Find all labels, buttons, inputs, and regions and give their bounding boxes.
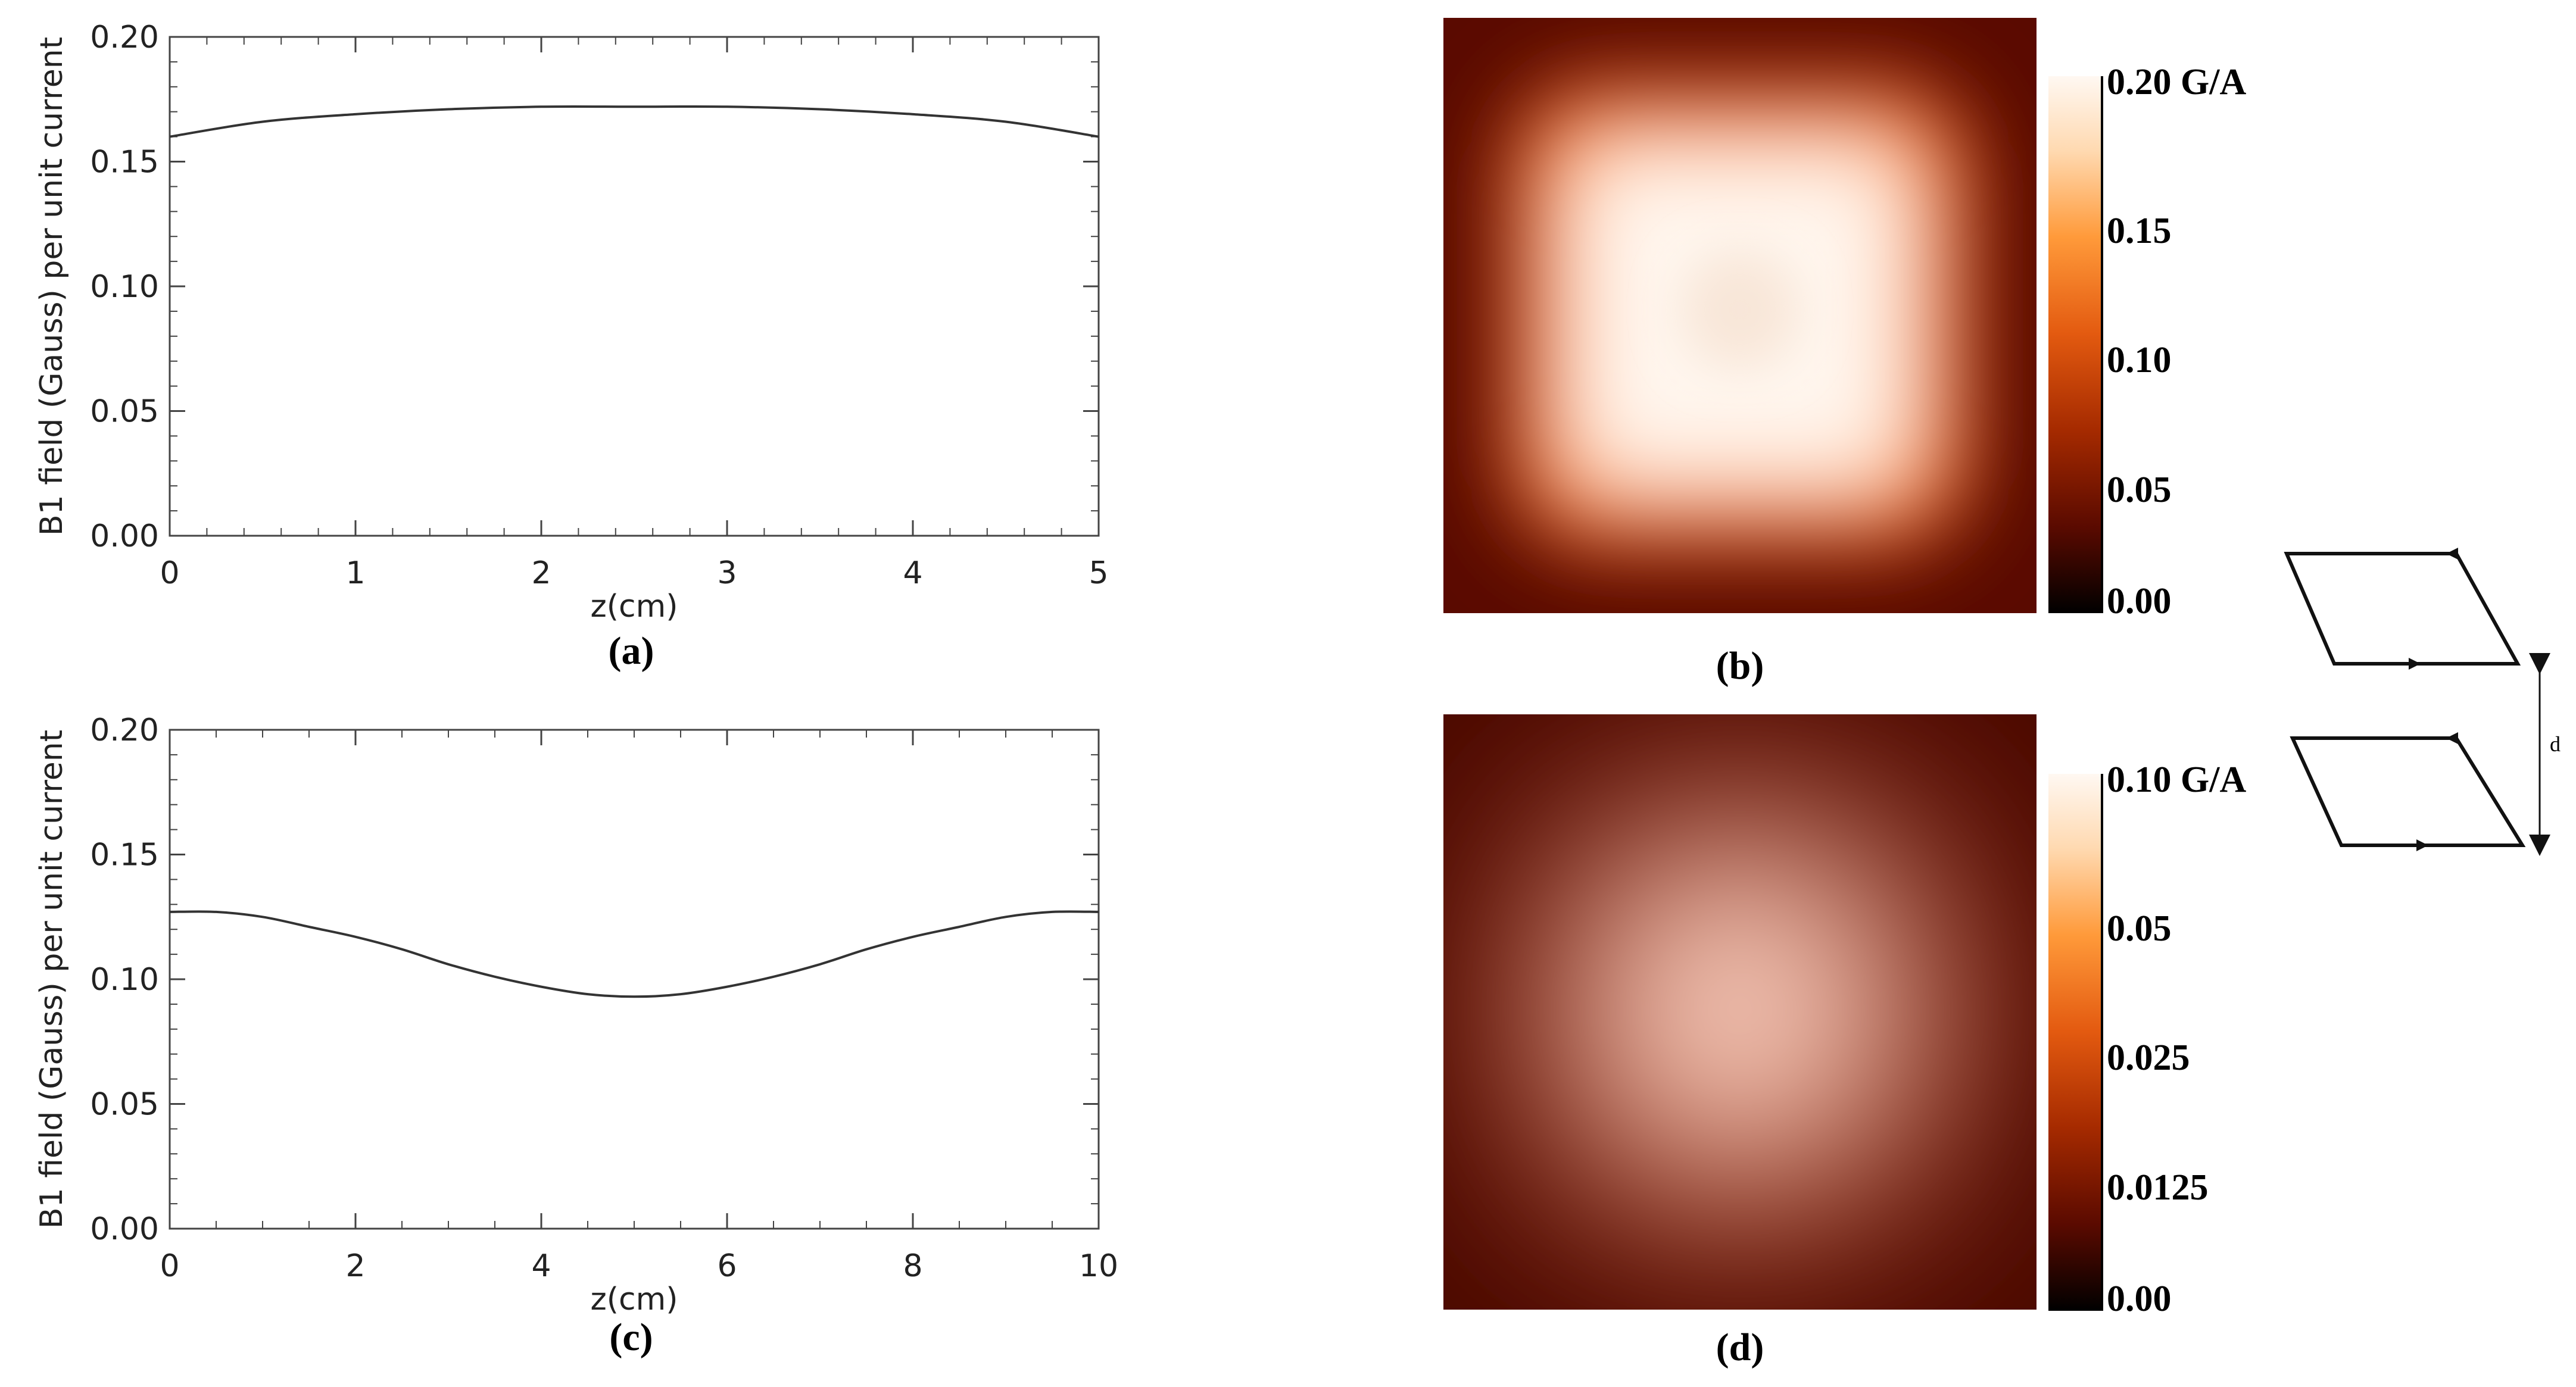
arrow-lower-bottom-icon xyxy=(2416,839,2428,851)
panel-a-line-plot: 0 1 2 3 4 5 0.00 0.05 0.10 0.15 0.20 z(cm) B1 fiel… xyxy=(34,20,1109,673)
y-tick-label: 0.00 xyxy=(90,1211,159,1247)
colorbar-d-tick-1: 0.05 xyxy=(2107,908,2172,949)
heatmap-d-image xyxy=(1443,714,2037,1310)
x-tick-label: 1 xyxy=(345,555,365,591)
panel-d-heatmap: 0.10 G/A 0.05 0.025 0.0125 0.00 (d) xyxy=(1443,714,2246,1369)
colorbar-d-tick-0: 0.10 G/A xyxy=(2107,760,2246,800)
x-tick-label: 3 xyxy=(717,555,737,591)
arrow-upper-top-icon xyxy=(2446,548,2458,560)
x-tick-label: 0 xyxy=(160,555,179,591)
x-tick-label: 4 xyxy=(903,555,922,591)
x-axis-title-a: z(cm) xyxy=(590,589,678,624)
y-tick-label: 0.15 xyxy=(90,145,159,180)
colorbar-b-tick-4: 0.00 xyxy=(2107,581,2172,621)
y-tick-label: 0.05 xyxy=(90,394,159,430)
colorbar-b-tick-0: 0.20 G/A xyxy=(2107,62,2246,102)
tick-marks-a xyxy=(169,36,1100,537)
plot-frame-c xyxy=(169,729,1100,1230)
colorbar-d-tick-2: 0.025 xyxy=(2107,1038,2190,1078)
x-tick-label: 5 xyxy=(1089,555,1108,591)
colorbar-b-tick-3: 0.05 xyxy=(2107,470,2172,510)
lower-coil-loop xyxy=(2290,736,2526,847)
arrow-lower-top-icon xyxy=(2446,732,2458,744)
data-line-c xyxy=(169,910,1099,998)
x-tick-label: 4 xyxy=(531,1248,551,1284)
tick-labels-a: 0 1 2 3 4 5 0.00 0.05 0.10 0.15 0.20 xyxy=(90,20,1108,591)
x-tick-label: 2 xyxy=(345,1248,365,1284)
x-tick-label: 10 xyxy=(1079,1248,1118,1284)
tick-labels-c: 0 2 4 6 8 10 0.00 0.05 0.10 0.15 0.20 xyxy=(90,713,1118,1284)
coil-schematic-diagram: d xyxy=(2284,548,2561,856)
colorbar-d xyxy=(2048,774,2101,1311)
y-tick-label: 0.20 xyxy=(90,713,159,748)
x-tick-label: 2 xyxy=(531,555,551,591)
x-tick-label: 6 xyxy=(717,1248,737,1284)
y-axis-title-a: B1 field (Gauss) per unit current xyxy=(34,37,70,536)
panel-label-a: (a) xyxy=(609,629,654,673)
heatmap-b-image xyxy=(1443,18,2037,613)
plot-frame-a xyxy=(169,36,1100,537)
arrow-upper-bottom-icon xyxy=(2409,658,2421,670)
separation-label: d xyxy=(2550,732,2561,756)
y-tick-label: 0.05 xyxy=(90,1087,159,1123)
colorbar-d-tick-4: 0.00 xyxy=(2107,1279,2172,1319)
colorbar-b xyxy=(2048,76,2101,613)
colorbar-d-tick-3: 0.0125 xyxy=(2107,1167,2209,1208)
tick-marks-c xyxy=(169,729,1100,1230)
x-tick-label: 8 xyxy=(903,1248,922,1284)
data-line-a xyxy=(169,105,1099,138)
panel-label-d: (d) xyxy=(1716,1326,1764,1369)
panel-label-c: (c) xyxy=(609,1316,653,1359)
panel-b-heatmap: 0.20 G/A 0.15 0.10 0.05 0.00 (b) xyxy=(1443,18,2246,688)
y-tick-label: 0.10 xyxy=(90,269,159,305)
y-tick-label: 0.20 xyxy=(90,20,159,55)
y-axis-title-c: B1 field (Gauss) per unit current xyxy=(34,730,70,1229)
colorbar-b-tick-1: 0.15 xyxy=(2107,211,2172,251)
y-tick-label: 0.15 xyxy=(90,838,159,873)
x-tick-label: 0 xyxy=(160,1248,179,1284)
x-axis-title-c: z(cm) xyxy=(590,1282,678,1317)
panel-c-line-plot: 0 2 4 6 8 10 0.00 0.05 0.10 0.15 0.20 z(cm) B1 fie… xyxy=(34,713,1118,1359)
panel-label-b: (b) xyxy=(1716,644,1764,688)
y-tick-label: 0.10 xyxy=(90,962,159,998)
y-tick-label: 0.00 xyxy=(90,518,159,554)
upper-coil-loop xyxy=(2284,552,2521,666)
colorbar-b-tick-2: 0.10 xyxy=(2107,340,2172,380)
